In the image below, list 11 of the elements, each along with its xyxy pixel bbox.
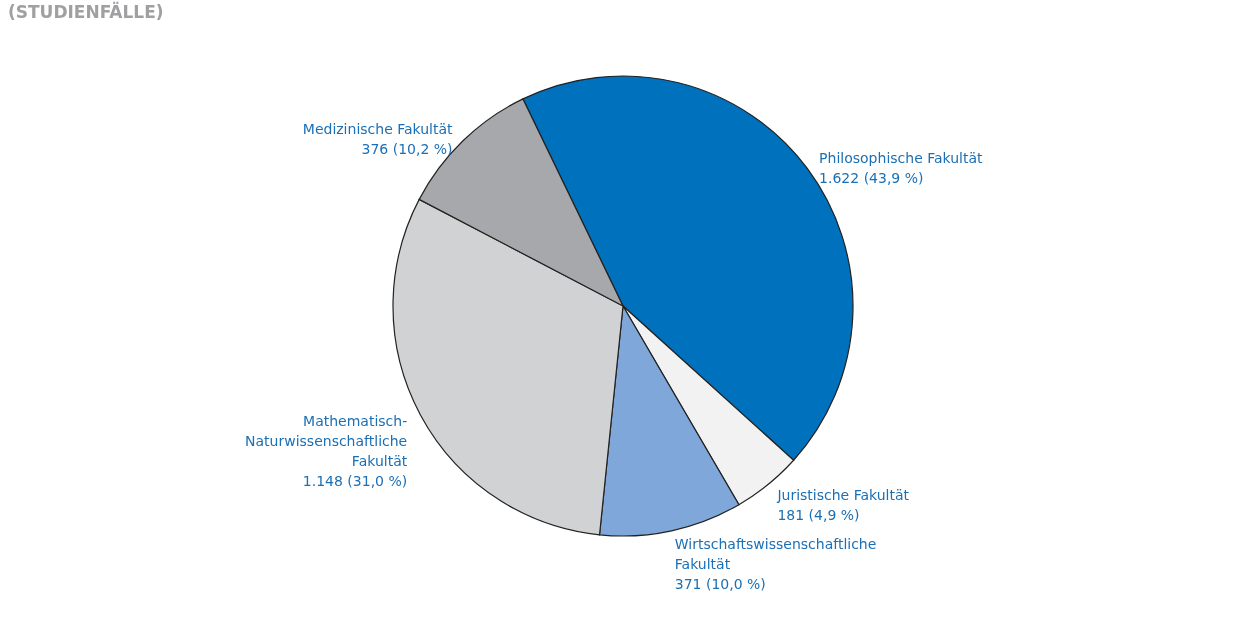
data-label: 1.622 (43,9 %)	[819, 170, 924, 187]
slice-label: Mathematisch-Naturwissenschaftliche Fakultät	[245, 413, 408, 470]
slice-label: Medizinische Fakultät	[302, 121, 454, 138]
text: (STUDIENFÄLLE)	[8, 1, 164, 22]
data-label: 371 (10,0 %)	[674, 576, 766, 593]
data-label: 1.148 (31,0 %)	[302, 473, 408, 490]
slice-label: Philosophische Fakultät	[819, 150, 984, 167]
data-label: 376 (10,2 %)	[361, 141, 453, 158]
slice-label: Wirtschaftswissenschaftliche Fakultät	[674, 536, 877, 573]
data-label: 181 (4,9 %)	[777, 507, 860, 524]
slice-label: Juristische Fakultät	[776, 487, 910, 504]
